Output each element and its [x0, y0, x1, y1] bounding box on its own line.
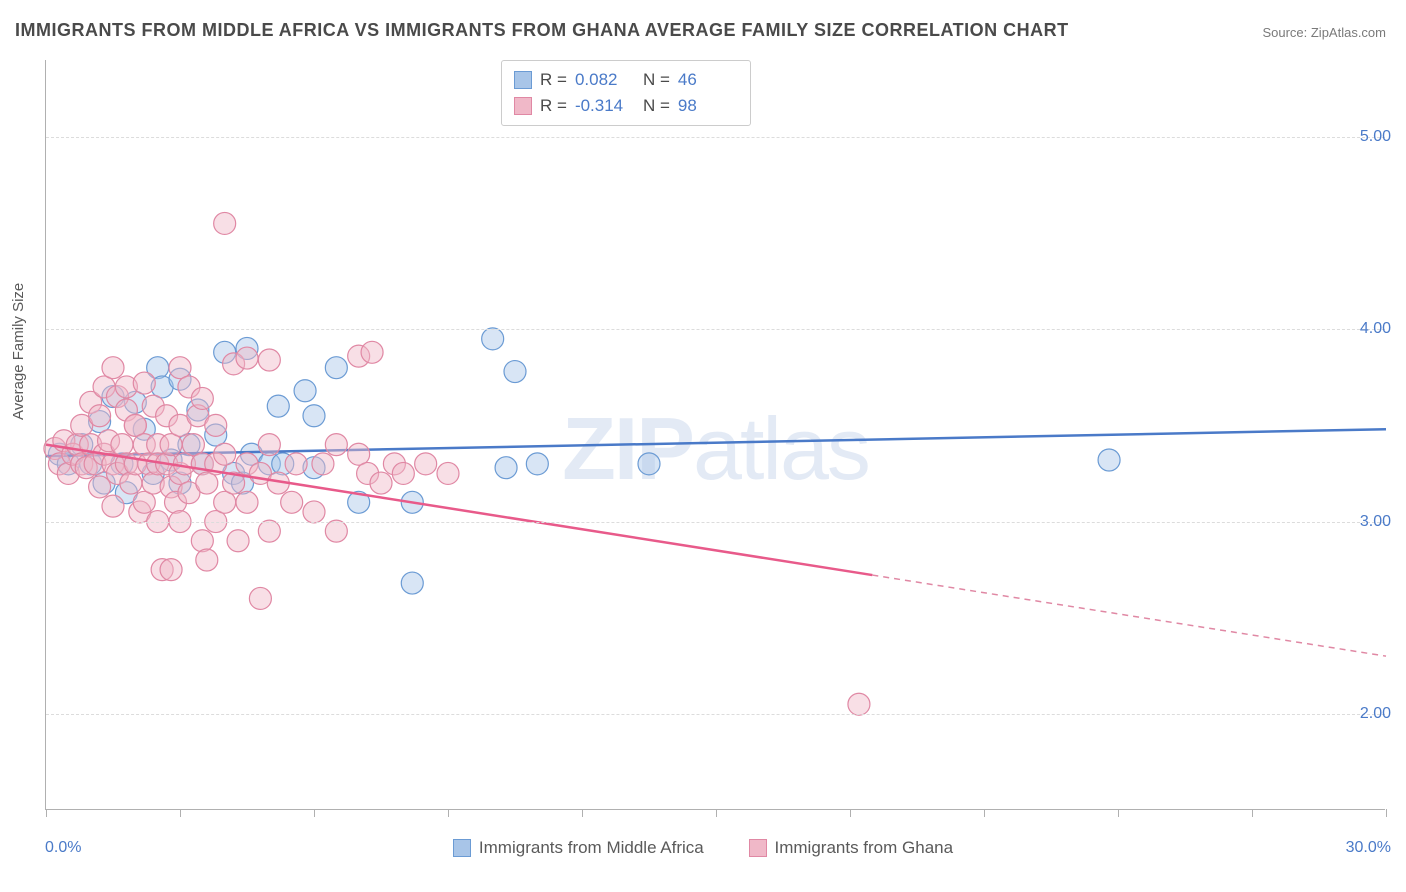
- stats-swatch-blue: [514, 71, 532, 89]
- scatter-point: [120, 472, 142, 494]
- scatter-point: [258, 349, 280, 371]
- scatter-point: [249, 587, 271, 609]
- r-label: R =: [540, 93, 567, 119]
- scatter-point: [294, 380, 316, 402]
- scatter-point: [205, 414, 227, 436]
- n-value-2: 98: [678, 93, 738, 119]
- scatter-point: [236, 491, 258, 513]
- scatter-point: [415, 453, 437, 475]
- r-value-2: -0.314: [575, 93, 635, 119]
- y-tick-label: 5.00: [1360, 128, 1391, 146]
- source-attribution: Source: ZipAtlas.com: [1262, 25, 1386, 40]
- legend: Immigrants from Middle Africa Immigrants…: [0, 838, 1406, 862]
- r-label: R =: [540, 67, 567, 93]
- legend-swatch-pink: [749, 839, 767, 857]
- scatter-point: [267, 395, 289, 417]
- scatter-point: [281, 491, 303, 513]
- scatter-point: [504, 361, 526, 383]
- legend-item-1: Immigrants from Middle Africa: [453, 838, 704, 858]
- r-value-1: 0.082: [575, 67, 635, 93]
- n-value-1: 46: [678, 67, 738, 93]
- scatter-point: [392, 462, 414, 484]
- plot-area: ZIPatlas R = 0.082 N = 46 R = -0.314 N =…: [45, 60, 1385, 810]
- y-axis-label: Average Family Size: [10, 283, 27, 420]
- n-label: N =: [643, 67, 670, 93]
- scatter-point: [526, 453, 548, 475]
- scatter-point: [214, 212, 236, 234]
- scatter-point: [303, 501, 325, 523]
- scatter-point: [1098, 449, 1120, 471]
- y-tick-label: 3.00: [1360, 513, 1391, 531]
- scatter-point: [133, 372, 155, 394]
- scatter-point: [196, 549, 218, 571]
- scatter-svg: [46, 60, 1386, 810]
- scatter-point: [638, 453, 660, 475]
- trend-line-dashed: [872, 575, 1386, 656]
- scatter-point: [848, 693, 870, 715]
- source-label: Source:: [1262, 25, 1310, 40]
- legend-item-2: Immigrants from Ghana: [749, 838, 954, 858]
- stats-row-series1: R = 0.082 N = 46: [514, 67, 738, 93]
- legend-label-2: Immigrants from Ghana: [775, 838, 954, 858]
- scatter-point: [102, 357, 124, 379]
- source-value: ZipAtlas.com: [1311, 25, 1386, 40]
- scatter-point: [401, 572, 423, 594]
- scatter-point: [312, 453, 334, 475]
- trend-line: [46, 429, 1386, 456]
- scatter-point: [325, 357, 347, 379]
- scatter-point: [258, 520, 280, 542]
- scatter-point: [325, 434, 347, 456]
- scatter-point: [437, 462, 459, 484]
- scatter-point: [89, 476, 111, 498]
- legend-label-1: Immigrants from Middle Africa: [479, 838, 704, 858]
- correlation-chart: IMMIGRANTS FROM MIDDLE AFRICA VS IMMIGRA…: [0, 0, 1406, 892]
- scatter-point: [303, 405, 325, 427]
- scatter-point: [227, 530, 249, 552]
- y-tick-label: 4.00: [1360, 320, 1391, 338]
- scatter-point: [495, 457, 517, 479]
- scatter-point: [111, 434, 133, 456]
- legend-swatch-blue: [453, 839, 471, 857]
- scatter-point: [285, 453, 307, 475]
- scatter-point: [102, 495, 124, 517]
- n-label: N =: [643, 93, 670, 119]
- scatter-point: [89, 405, 111, 427]
- scatter-point: [482, 328, 504, 350]
- y-tick-label: 2.00: [1360, 705, 1391, 723]
- chart-title: IMMIGRANTS FROM MIDDLE AFRICA VS IMMIGRA…: [15, 20, 1069, 41]
- stats-swatch-pink: [514, 97, 532, 115]
- stats-row-series2: R = -0.314 N = 98: [514, 93, 738, 119]
- scatter-point: [325, 520, 347, 542]
- scatter-point: [370, 472, 392, 494]
- scatter-point: [214, 443, 236, 465]
- scatter-point: [258, 434, 280, 456]
- scatter-point: [361, 341, 383, 363]
- scatter-point: [191, 387, 213, 409]
- scatter-point: [191, 530, 213, 552]
- scatter-point: [236, 347, 258, 369]
- scatter-point: [160, 559, 182, 581]
- correlation-stats-box: R = 0.082 N = 46 R = -0.314 N = 98: [501, 60, 751, 126]
